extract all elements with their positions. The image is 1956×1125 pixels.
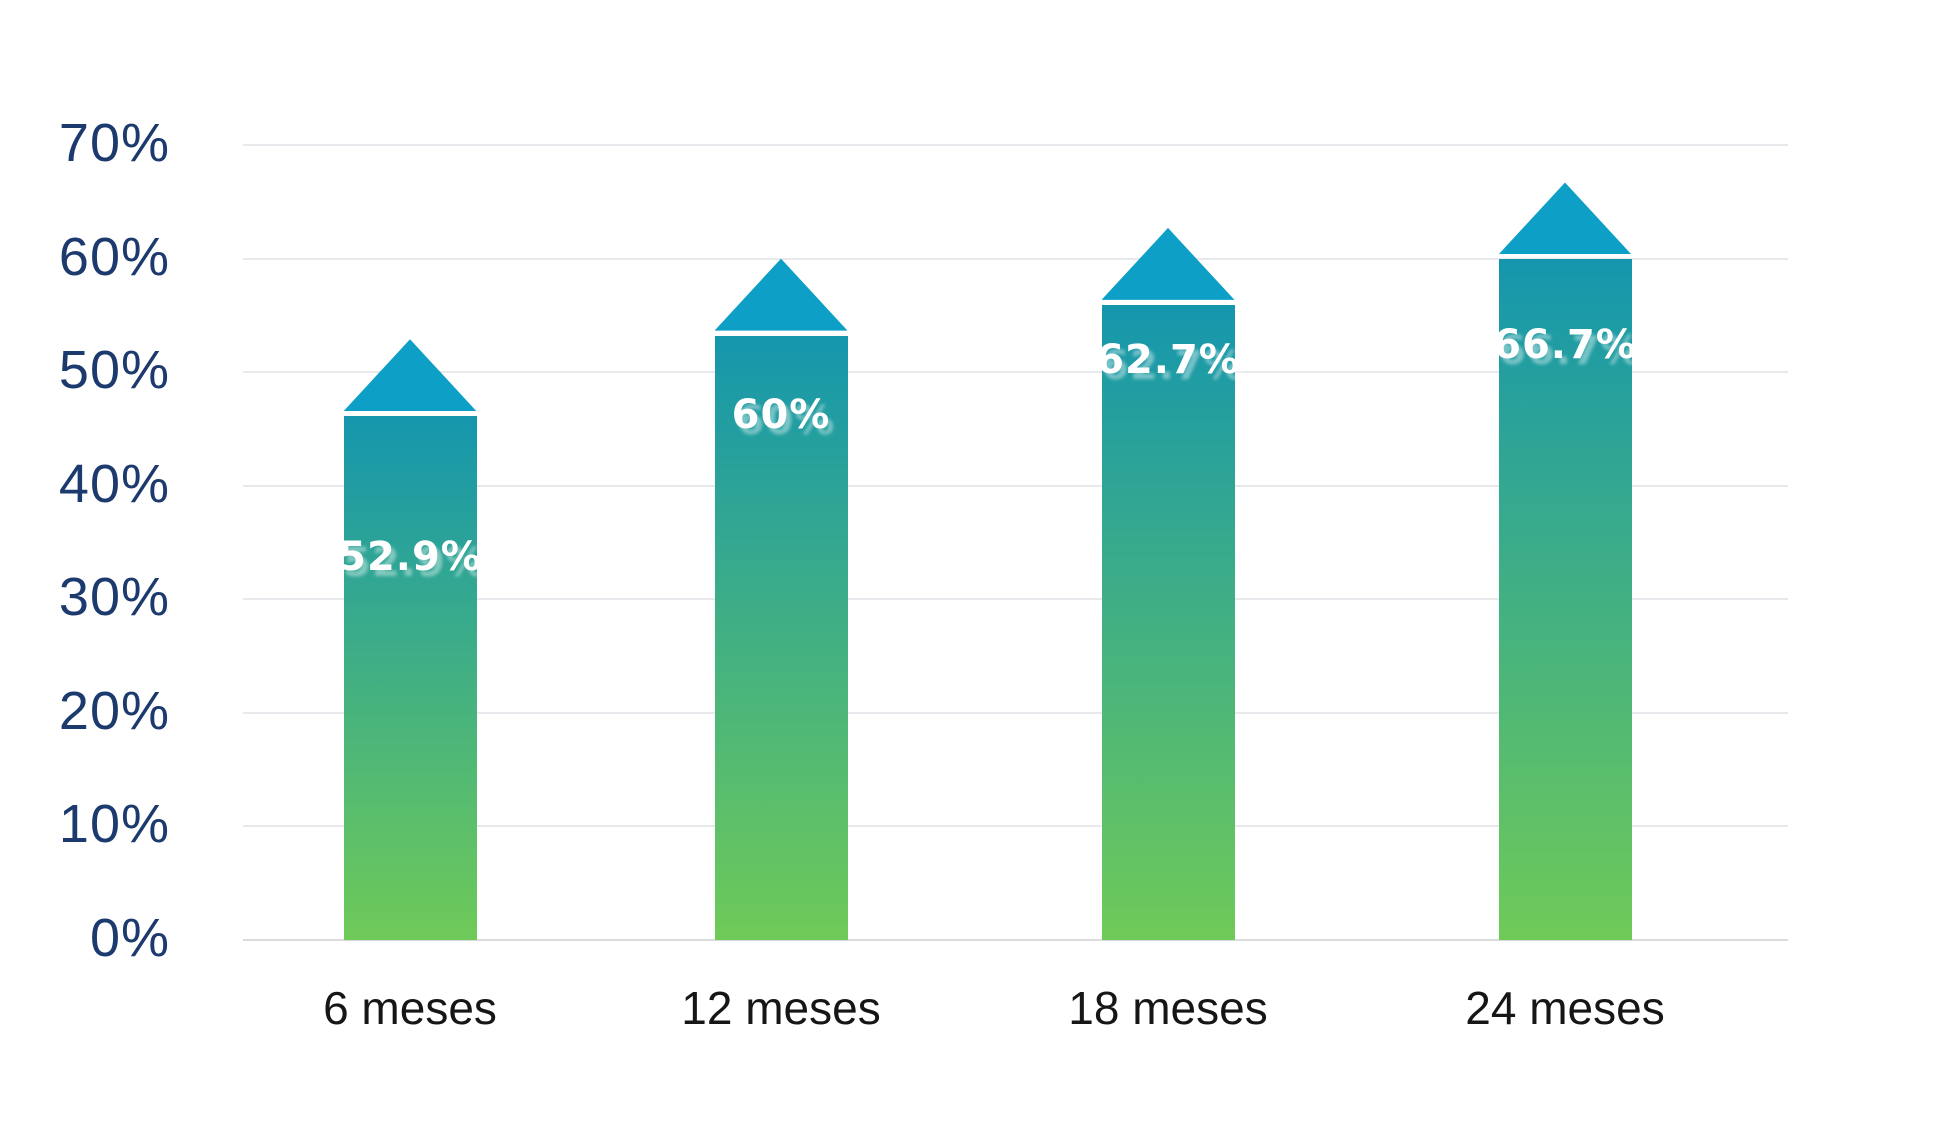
- bar: [714, 335, 848, 940]
- bar-arrow-cap: [343, 339, 477, 412]
- y-axis-tick-label: 20%: [58, 680, 170, 741]
- gridline: [243, 711, 1788, 714]
- y-axis-tick-label: 50%: [58, 340, 170, 401]
- bar: [1101, 304, 1235, 940]
- bar-arrow-cap: [1498, 182, 1632, 255]
- x-axis-category-label: 24 meses: [1465, 982, 1665, 1034]
- x-axis-category-label: 18 meses: [1068, 982, 1268, 1034]
- gridline: [243, 484, 1788, 487]
- gridline: [243, 257, 1788, 260]
- y-axis-tick-label: 30%: [58, 567, 170, 628]
- gridline: [243, 825, 1788, 828]
- bar-arrow-cap: [1101, 227, 1235, 300]
- x-axis-category-label: 12 meses: [681, 982, 881, 1034]
- gridline: [243, 144, 1788, 146]
- y-axis-tick-label: 70%: [58, 113, 170, 173]
- gridline: [243, 598, 1788, 601]
- gridline: [243, 939, 1788, 941]
- bar: [343, 416, 477, 940]
- bar-value-label: 60%: [731, 392, 831, 438]
- y-axis-tick-label: 10%: [58, 794, 170, 855]
- bar-value-label: 52.9%: [338, 534, 482, 580]
- bar-value-label: 66.7%: [1493, 322, 1637, 368]
- y-axis-tick-label: 60%: [58, 226, 170, 287]
- y-axis-tick-label: 40%: [58, 453, 170, 514]
- bar-value-label: 62.7%: [1096, 337, 1240, 383]
- x-axis-category-label: 6 meses: [323, 982, 497, 1034]
- bar: [1498, 259, 1632, 940]
- gridline: [243, 371, 1788, 374]
- y-axis-tick-label: 0%: [89, 908, 170, 968]
- bar-arrow-cap: [714, 258, 848, 331]
